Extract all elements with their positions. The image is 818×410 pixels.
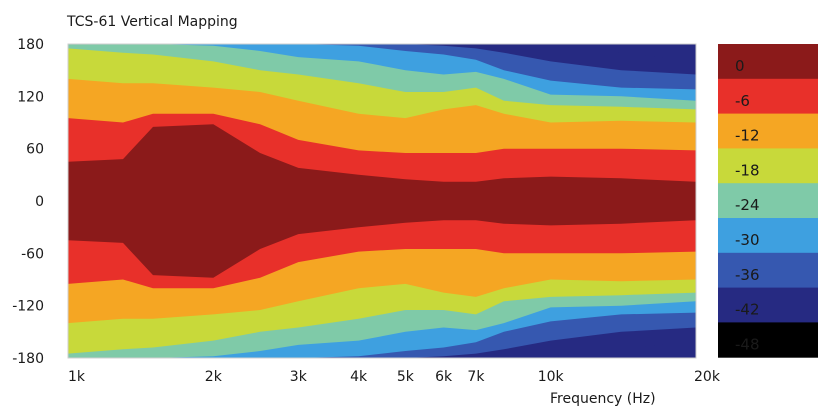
x-tick-label: 10k (538, 369, 565, 385)
legend-swatch (718, 148, 818, 184)
legend-label: -36 (735, 266, 760, 284)
color-legend: 0 -6 -12 -18 -24 -30 -36 -42 -48 (718, 44, 818, 358)
x-tick-label: 4k (350, 369, 368, 385)
y-tick-label: -60 (21, 246, 44, 262)
x-tick-label: 20k (694, 369, 721, 385)
y-tick-label: -120 (12, 299, 44, 315)
x-tick-label: 7k (467, 369, 485, 385)
x-tick-label: 5k (397, 369, 415, 385)
legend-label: 0 (735, 57, 745, 75)
legend-swatch (718, 218, 818, 254)
y-tick-label: -180 (12, 351, 44, 367)
legend-label: -12 (735, 127, 760, 145)
x-tick-label: 3k (290, 369, 308, 385)
legend-label: -18 (735, 161, 760, 179)
x-tick-label: 1k (68, 369, 86, 385)
y-tick-label: 120 (17, 89, 44, 105)
legend-label: -42 (735, 301, 760, 319)
legend-swatch (718, 183, 818, 219)
x-tick-label: 2k (205, 369, 223, 385)
y-tick-label: 60 (26, 142, 44, 158)
chart-title: TCS-61 Vertical Mapping (66, 14, 238, 30)
legend-label: -24 (735, 196, 760, 214)
contour-band-0 (68, 124, 696, 278)
legend-swatch (718, 287, 818, 323)
plot-frame (67, 43, 697, 359)
x-axis-ticks: 1k 2k 3k 4k 5k 6k 7k 10k 20k (68, 369, 721, 385)
legend-swatch (718, 78, 818, 115)
legend-swatch (718, 252, 818, 289)
legend-label: -6 (735, 92, 750, 110)
y-tick-label: 180 (17, 37, 44, 53)
y-tick-label: 0 (35, 194, 44, 210)
legend-swatch (718, 44, 818, 80)
legend-label: -30 (735, 231, 760, 249)
legend-swatch (718, 322, 818, 358)
x-axis-label: Frequency (Hz) (550, 391, 656, 407)
contour-bands (68, 44, 696, 358)
x-tick-label: 6k (435, 369, 453, 385)
heatmap-plot-area (67, 43, 697, 359)
legend-label: -48 (735, 335, 760, 353)
y-axis-ticks: 180 120 60 0 -60 -120 -180 (12, 37, 44, 367)
legend-swatch (718, 113, 818, 149)
